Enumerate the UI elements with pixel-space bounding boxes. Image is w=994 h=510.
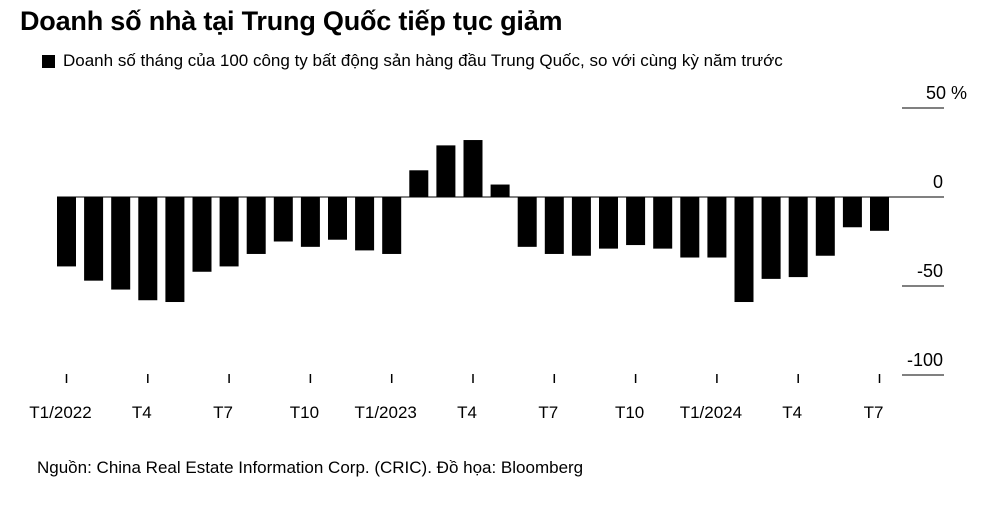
bar xyxy=(57,197,76,267)
bar xyxy=(680,197,700,258)
bar xyxy=(192,197,212,272)
x-tick-label: T4 xyxy=(457,403,477,422)
bar xyxy=(219,197,239,267)
source-note: Nguồn: China Real Estate Information Cor… xyxy=(37,458,584,477)
bar xyxy=(544,197,564,254)
x-tick-label: T4 xyxy=(132,403,152,422)
chart-title: Doanh số nhà tại Trung Quốc tiếp tục giả… xyxy=(20,6,563,36)
bar xyxy=(436,145,456,197)
x-tick-label: T10 xyxy=(290,403,319,422)
bar xyxy=(599,197,618,249)
bar xyxy=(653,197,673,249)
bar xyxy=(870,197,889,231)
legend: Doanh số tháng của 100 công ty bất động … xyxy=(42,51,783,71)
x-tick-label: T4 xyxy=(782,403,802,422)
bar xyxy=(246,197,266,254)
y-tick-label: -100 xyxy=(907,350,943,370)
x-tick-label: T10 xyxy=(615,403,644,422)
bar xyxy=(707,197,727,258)
bar xyxy=(463,140,483,197)
bar xyxy=(626,197,646,246)
x-tick-label: T7 xyxy=(538,403,558,422)
bar xyxy=(165,197,185,303)
y-tick-label: 0 xyxy=(933,172,943,192)
x-tick-label: T1/2022 xyxy=(29,403,91,422)
x-tick-label: T1/2024 xyxy=(680,403,742,422)
legend-label: Doanh số tháng của 100 công ty bất động … xyxy=(63,51,783,70)
y-tick-label: -50 xyxy=(917,261,943,281)
bar xyxy=(788,197,808,278)
bar xyxy=(734,197,754,303)
bar xyxy=(84,197,104,281)
bar xyxy=(761,197,781,279)
bar xyxy=(273,197,293,242)
bar xyxy=(138,197,158,301)
legend-swatch xyxy=(42,54,55,68)
bar xyxy=(300,197,320,247)
x-tick-label: T7 xyxy=(213,403,233,422)
bar xyxy=(328,197,347,240)
x-tick-label: T1/2023 xyxy=(355,403,417,422)
bar xyxy=(355,197,375,251)
bar xyxy=(111,197,131,290)
bar xyxy=(815,197,835,256)
bar xyxy=(409,170,429,197)
bar xyxy=(490,184,510,197)
x-tick-label: T7 xyxy=(864,403,884,422)
bar xyxy=(842,197,862,228)
bar xyxy=(571,197,591,256)
bar xyxy=(517,197,537,247)
y-tick-label: 50 % xyxy=(926,83,967,103)
bar xyxy=(382,197,402,254)
